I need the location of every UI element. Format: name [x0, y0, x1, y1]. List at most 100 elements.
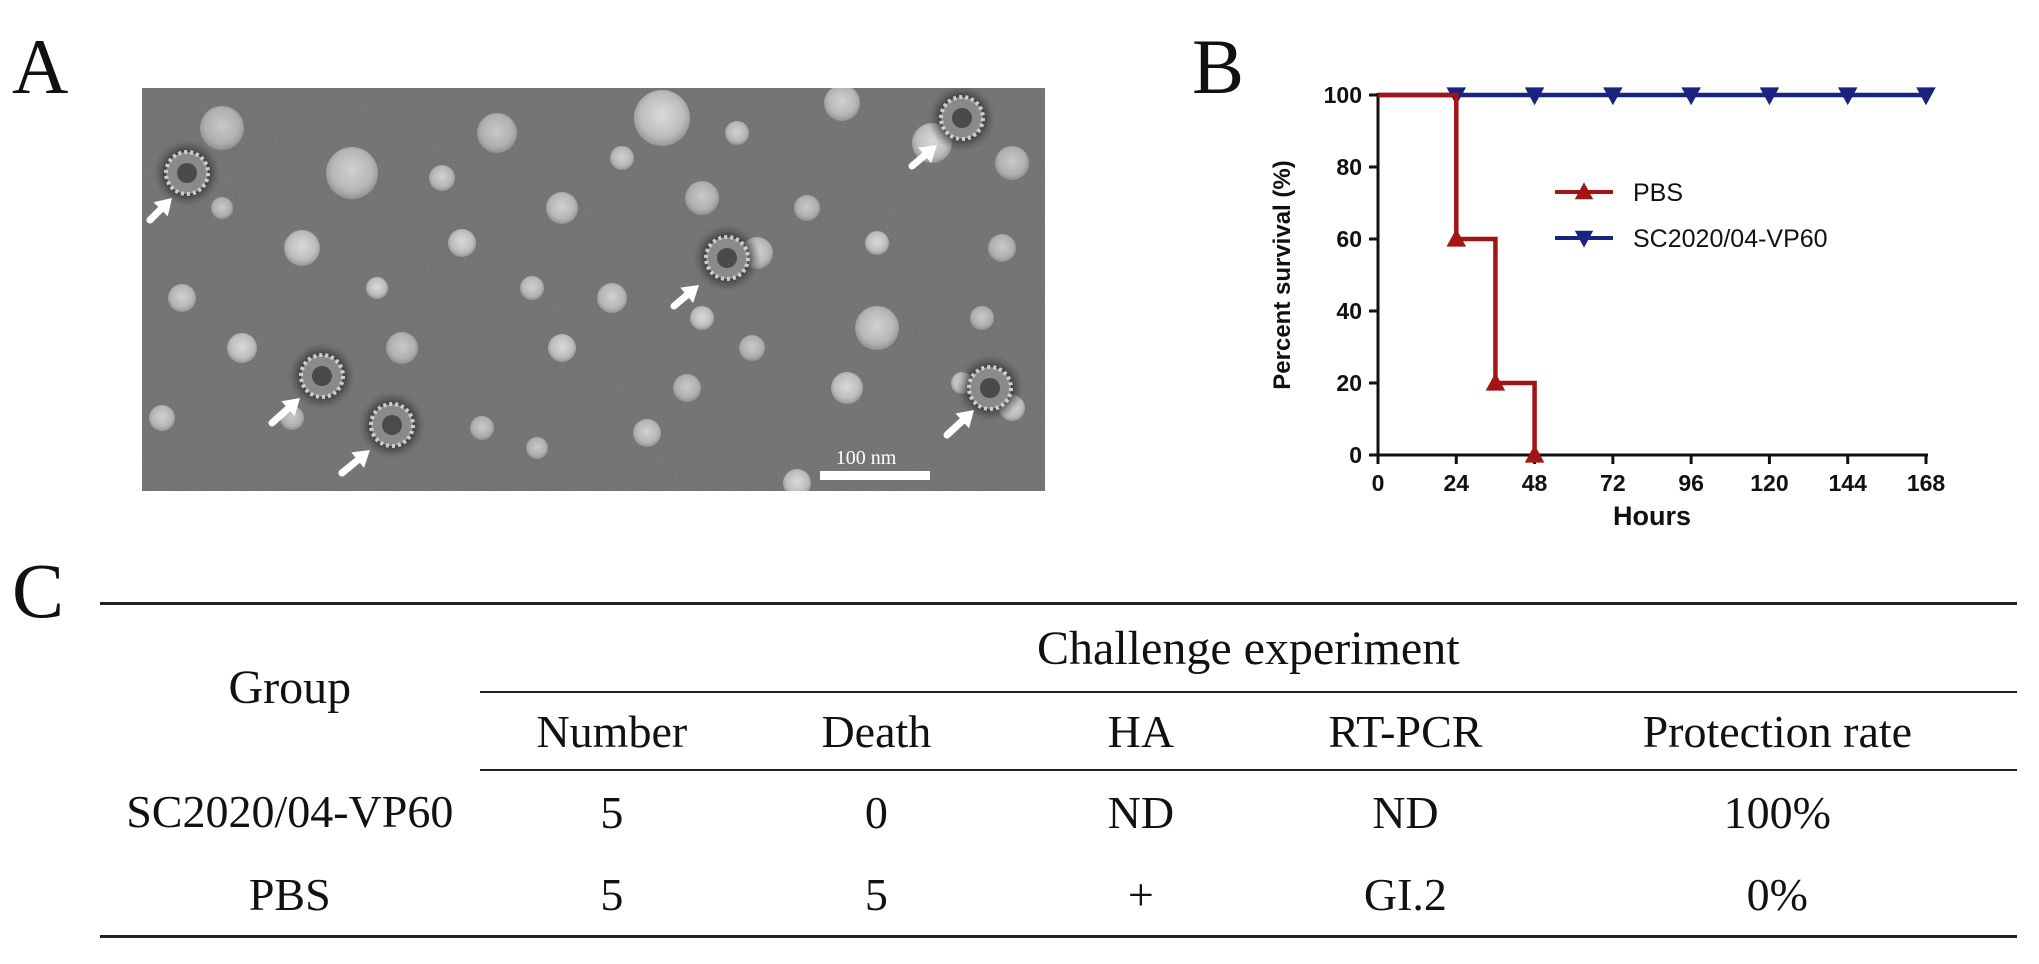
pointer-arrow	[908, 145, 937, 170]
debris-particle	[690, 306, 714, 330]
challenge-experiment-header: Challenge experiment	[479, 605, 2017, 693]
debris-particle	[149, 405, 175, 431]
debris-particle	[477, 113, 517, 153]
table-cell: 5	[600, 786, 624, 838]
debris-particle	[366, 277, 388, 299]
pointer-arrow	[670, 285, 699, 310]
data-point-marker	[1524, 444, 1545, 463]
x-tick-label: 72	[1600, 470, 1626, 496]
pointer-arrow	[146, 198, 172, 224]
data-point-marker	[1681, 87, 1701, 106]
x-tick-label: 24	[1443, 470, 1469, 496]
row-group-cell: SC2020/04-VP60	[126, 786, 454, 837]
chart-axes: 0 24 48 72 96 120 144 168 0 20 40 60 80 100	[1324, 82, 1946, 496]
pointer-arrow	[338, 450, 370, 477]
data-point-marker	[1837, 87, 1858, 106]
chart-series	[1378, 87, 1936, 463]
data-point-marker	[1916, 87, 1936, 106]
debris-particle	[548, 334, 576, 362]
debris-particle	[794, 195, 820, 221]
column-header: RT-PCR	[1273, 692, 1538, 771]
legend-label: PBS	[1633, 179, 1683, 207]
debris-particles	[149, 85, 1029, 497]
micrograph-image: 100 nm	[142, 84, 1045, 497]
group-header: Group	[228, 661, 352, 714]
y-tick-label: 40	[1336, 298, 1362, 324]
debris-particle	[739, 335, 765, 361]
debris-particle	[326, 147, 378, 199]
debris-particle	[783, 469, 811, 497]
y-axis-label: Percent survival (%)	[1269, 160, 1296, 389]
data-point-marker	[1524, 87, 1545, 106]
table-cell: ND	[1107, 786, 1175, 838]
micrograph-background	[142, 88, 1045, 491]
virion	[288, 342, 356, 410]
table-cell: 100%	[1723, 786, 1831, 838]
debris-particle	[725, 121, 749, 145]
table-cell: +	[1008, 853, 1274, 938]
column-header: HA	[1008, 692, 1274, 771]
y-tick-label: 0	[1349, 442, 1362, 468]
debris-particle	[988, 234, 1016, 262]
debris-particle	[831, 372, 863, 404]
legend-item: PBS	[1555, 179, 1683, 207]
virion	[358, 391, 426, 459]
scale-bar	[820, 471, 930, 480]
debris-particle	[597, 283, 627, 313]
table-cell: GI.2	[1273, 853, 1538, 938]
debris-particle	[448, 229, 476, 257]
series-line	[1378, 92, 1537, 455]
pointer-arrow	[943, 410, 974, 439]
pointer-arrow	[268, 398, 300, 427]
virion	[956, 354, 1024, 422]
debris-particle	[429, 165, 455, 191]
legend-item: SC2020/04-VP60	[1555, 225, 1828, 253]
debris-particle	[546, 192, 578, 224]
x-tick-label: 96	[1678, 470, 1704, 496]
data-point-marker	[1603, 87, 1623, 106]
debris-particle	[386, 332, 418, 364]
y-tick-label: 100	[1324, 82, 1362, 108]
data-point-marker	[1759, 87, 1780, 106]
virion	[693, 224, 761, 292]
table-row: PBS 5 5 + GI.2 0%	[100, 853, 2017, 938]
column-header: Death	[744, 692, 1009, 771]
challenge-table: Group Challenge experiment Number Death HA…	[100, 602, 2017, 938]
results-table: Group Challenge experiment Number Death HA…	[100, 602, 2017, 938]
debris-particle	[995, 146, 1029, 180]
table-cell: 5	[744, 853, 1009, 938]
table-cell: ND	[1372, 786, 1439, 838]
legend-label: SC2020/04-VP60	[1633, 225, 1828, 253]
y-tick-label: 20	[1336, 370, 1362, 396]
data-point-marker	[1574, 230, 1594, 248]
column-header: Protection rate	[1537, 692, 2017, 771]
debris-particle	[824, 85, 860, 121]
survival-chart: 0 24 48 72 96 120 144 168 0 20 40 60 80 100 PBS SC2020…	[1250, 60, 1970, 560]
survival-chart-svg: 0 24 48 72 96 120 144 168 0 20 40 60 80 100 PBS SC2020…	[1269, 82, 1946, 531]
chart-legend: PBS SC2020/04-VP60	[1555, 179, 1828, 253]
debris-particle	[211, 197, 233, 219]
debris-particle	[520, 276, 544, 300]
debris-particle	[970, 306, 994, 330]
x-tick-label: 0	[1372, 470, 1385, 496]
debris-particle	[673, 374, 701, 402]
panel-label-a: A	[12, 23, 69, 110]
debris-particle	[227, 333, 257, 363]
debris-particle	[865, 231, 889, 255]
virion	[928, 84, 996, 152]
series-sc2020-04-vp60	[1378, 87, 1936, 106]
panel-label-b: B	[1192, 23, 1245, 110]
debris-particle	[610, 146, 634, 170]
x-tick-label: 168	[1907, 470, 1946, 496]
scale-bar-label: 100 nm	[836, 447, 897, 469]
virion	[153, 139, 221, 207]
debris-particle	[634, 90, 690, 146]
debris-particle	[526, 437, 548, 459]
y-tick-label: 80	[1336, 154, 1362, 180]
table-row: SC2020/04-VP60 5 0 ND ND 100%	[100, 770, 2017, 853]
debris-particle	[855, 306, 899, 350]
particle-arrows	[146, 145, 974, 477]
virus-like-particles	[153, 84, 1024, 459]
debris-particle	[470, 416, 494, 440]
debris-particle	[633, 419, 661, 447]
